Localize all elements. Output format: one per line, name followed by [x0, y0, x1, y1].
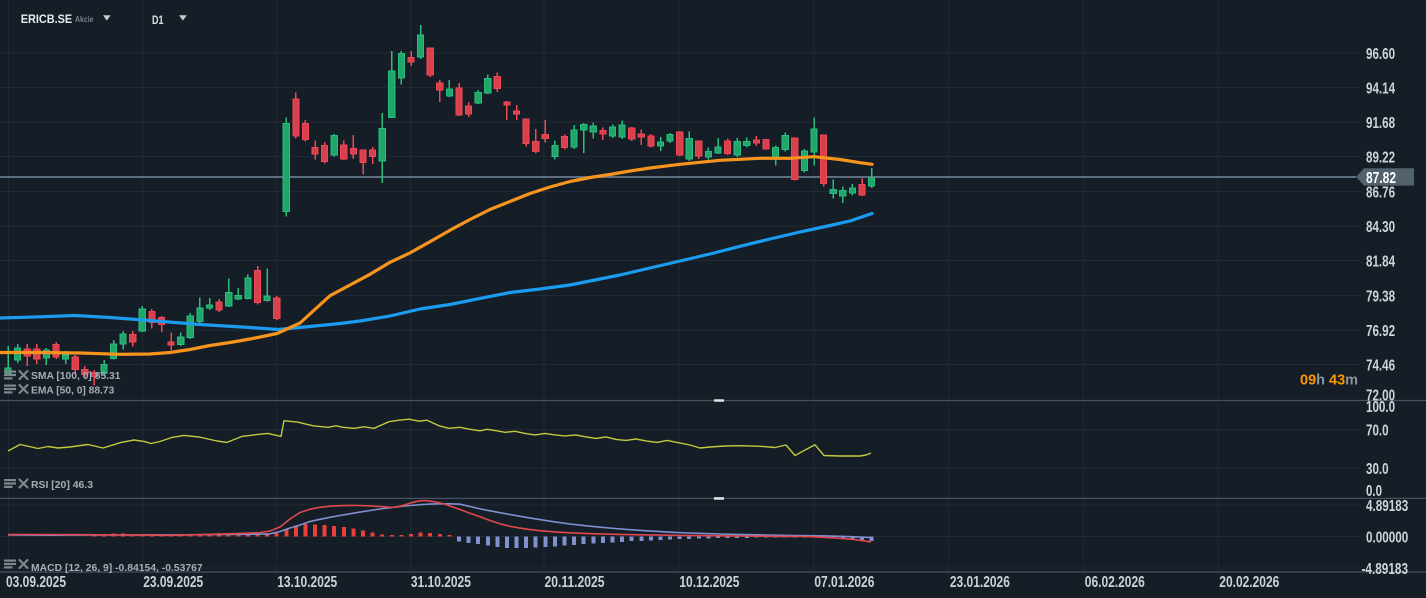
svg-text:87.82: 87.82: [1366, 170, 1396, 187]
svg-text:4.89183: 4.89183: [1366, 498, 1408, 515]
svg-text:MACD [12, 26, 9] -0.84154, -0: MACD [12, 26, 9] -0.84154, -0.53767: [31, 562, 203, 574]
svg-text:06.02.2026: 06.02.2026: [1085, 574, 1145, 591]
svg-text:Akcie: Akcie: [75, 14, 94, 24]
svg-text:09h 43m: 09h 43m: [1300, 373, 1358, 389]
svg-text:23.01.2026: 23.01.2026: [950, 574, 1010, 591]
svg-text:D1: D1: [152, 15, 164, 27]
svg-text:23.09.2025: 23.09.2025: [143, 574, 203, 591]
svg-text:0.00000: 0.00000: [1366, 529, 1408, 546]
svg-text:91.68: 91.68: [1366, 115, 1395, 132]
svg-text:07.01.2026: 07.01.2026: [814, 574, 874, 591]
svg-text:89.22: 89.22: [1366, 149, 1395, 166]
svg-text:RSI [20] 46.3: RSI [20] 46.3: [31, 479, 93, 491]
svg-text:SMA [100, 0] 85.31: SMA [100, 0] 85.31: [31, 370, 121, 382]
svg-text:30.0: 30.0: [1366, 461, 1389, 478]
svg-text:72.00: 72.00: [1366, 387, 1395, 404]
svg-text:13.10.2025: 13.10.2025: [277, 574, 337, 591]
svg-text:ERICB.SE: ERICB.SE: [21, 12, 72, 26]
svg-text:70.0: 70.0: [1366, 422, 1389, 439]
svg-text:20.02.2026: 20.02.2026: [1219, 574, 1279, 591]
svg-text:81.84: 81.84: [1366, 253, 1395, 270]
svg-text:86.76: 86.76: [1366, 184, 1395, 201]
svg-text:74.46: 74.46: [1366, 357, 1395, 374]
svg-text:-4.89183: -4.89183: [1362, 561, 1409, 578]
svg-text:76.92: 76.92: [1366, 323, 1395, 340]
svg-text:0.0: 0.0: [1366, 483, 1382, 500]
svg-text:03.09.2025: 03.09.2025: [6, 574, 66, 591]
svg-text:31.10.2025: 31.10.2025: [411, 574, 471, 591]
svg-text:100.0: 100.0: [1366, 399, 1395, 416]
svg-text:79.38: 79.38: [1366, 288, 1395, 305]
svg-text:96.60: 96.60: [1366, 46, 1395, 63]
svg-text:84.30: 84.30: [1366, 219, 1395, 236]
svg-text:EMA [50, 0] 88.73: EMA [50, 0] 88.73: [31, 384, 114, 396]
svg-text:10.12.2025: 10.12.2025: [679, 574, 739, 591]
svg-text:94.14: 94.14: [1366, 80, 1395, 97]
svg-text:20.11.2025: 20.11.2025: [545, 574, 605, 591]
